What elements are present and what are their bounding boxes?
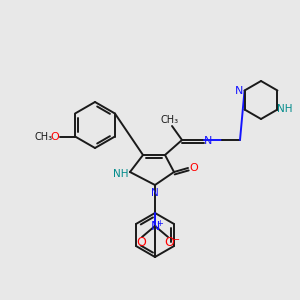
Text: N: N — [150, 220, 160, 233]
Text: CH₃: CH₃ — [161, 115, 179, 125]
Text: N: N — [236, 86, 244, 97]
Text: +: + — [157, 218, 164, 227]
Text: NH: NH — [113, 169, 129, 179]
Text: N: N — [151, 188, 159, 198]
Text: O: O — [190, 163, 198, 173]
Text: N: N — [204, 136, 212, 146]
Text: −: − — [172, 235, 180, 245]
Text: O: O — [51, 131, 59, 142]
Text: NH: NH — [277, 103, 292, 113]
Text: O: O — [136, 236, 146, 248]
Text: CH₃: CH₃ — [34, 131, 52, 142]
Text: O: O — [164, 236, 174, 248]
